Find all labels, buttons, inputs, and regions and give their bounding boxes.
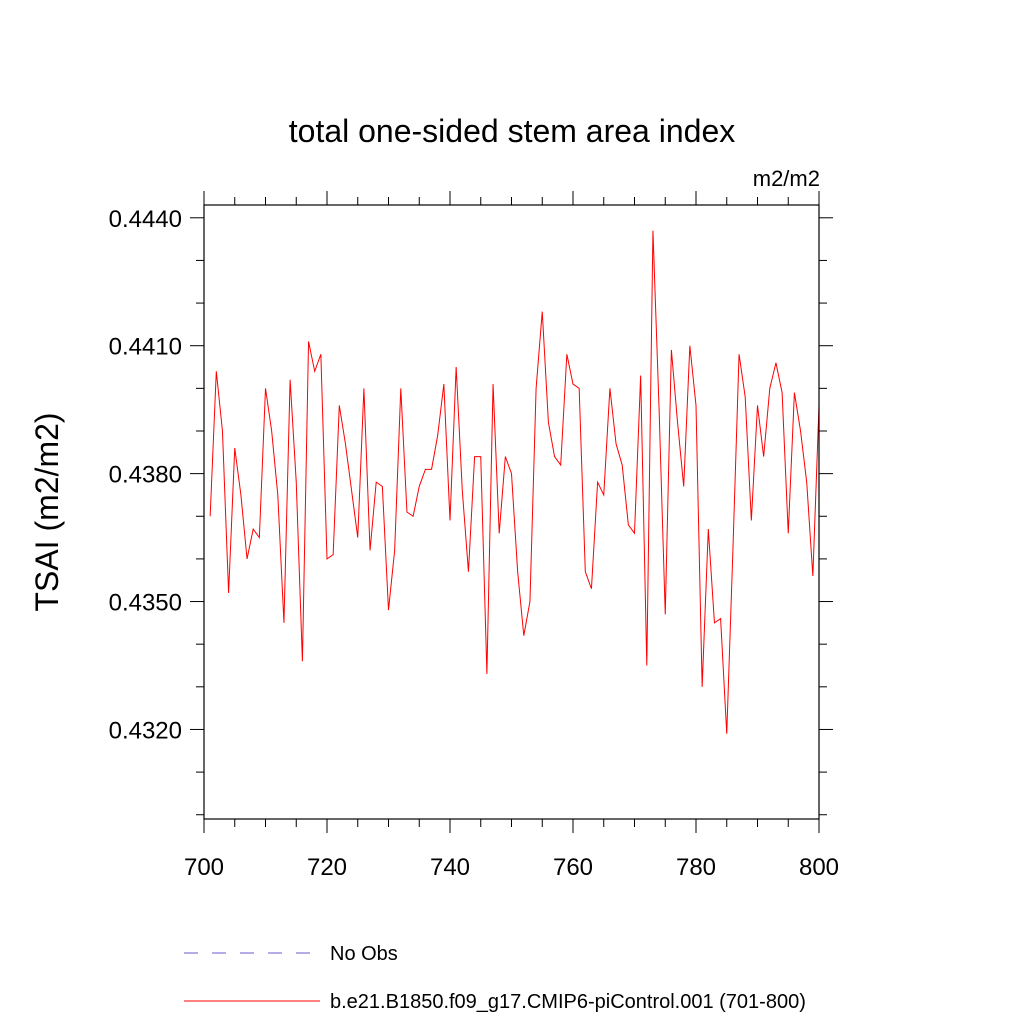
legend: No Obs b.e21.B1850.f09_g17.CMIP6-piContro… [184,943,806,1013]
y-tick-label: 0.4410 [109,334,182,361]
legend-label: No Obs [330,943,398,965]
y-tick-label: 0.4320 [109,717,182,744]
legend-label: b.e21.B1850.f09_g17.CMIP6-piControl.001 … [330,991,806,1013]
y-tick-label: 0.4350 [109,590,182,617]
y-tick-label: 0.4440 [109,206,182,233]
plot-series [209,230,820,734]
x-tick-label: 780 [676,854,716,881]
axis-ticks: 700 720 740 760 780 800 0.4320 0.4350 0.4380 0.44… [109,191,839,881]
plot-frame [203,204,820,820]
x-tick-label: 740 [430,854,470,881]
x-tick-label: 800 [799,854,839,881]
units-label: m2/m2 [753,166,820,191]
y-tick-label: 0.4380 [109,462,182,489]
x-tick-label: 760 [553,854,593,881]
series-line [209,230,820,734]
y-axis-label: TSAI (m2/m2) [29,412,65,611]
x-tick-label: 720 [307,854,347,881]
x-tick-label: 700 [184,854,224,881]
chart-title: total one-sided stem area index [289,113,735,149]
